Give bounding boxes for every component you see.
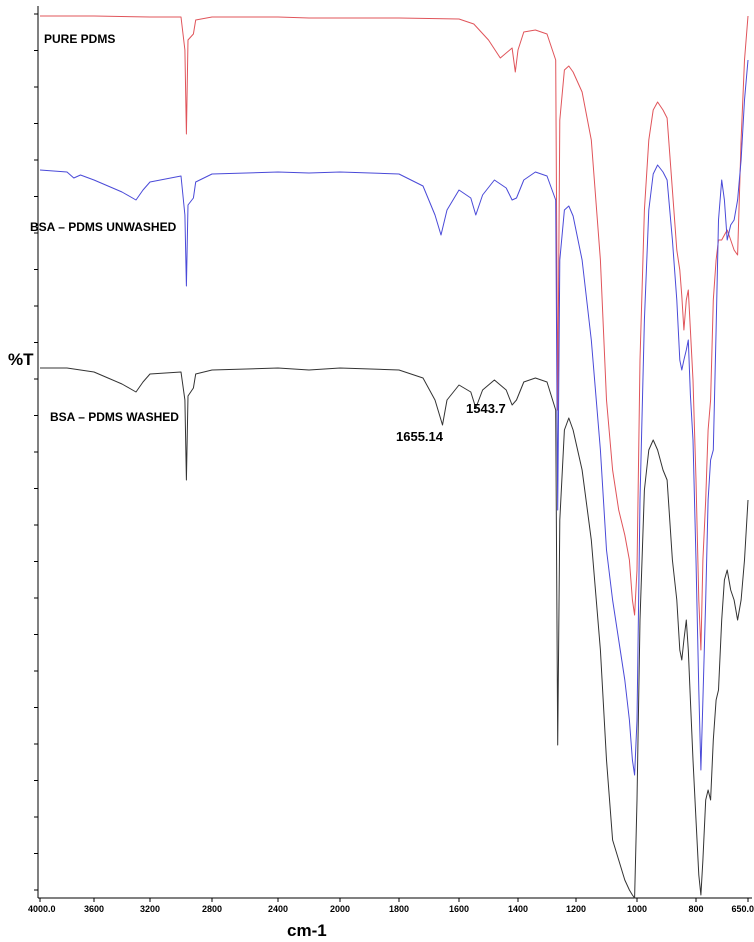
x-tick-label: 1800 xyxy=(389,904,409,914)
y-axis-ticks xyxy=(34,13,38,891)
y-axis-label: %T xyxy=(8,350,34,369)
x-tick-label: 800 xyxy=(688,904,703,914)
spectrum-line-pure-pdms xyxy=(40,15,749,651)
x-tick-label: 2800 xyxy=(202,904,222,914)
peak-annotation-1655: 1655.14 xyxy=(396,429,444,444)
x-axis-ticks: 4000.0 3600 3200 2800 2400 2000 1800 1600 1400 12… xyxy=(28,898,754,914)
x-tick-label: 1600 xyxy=(449,904,469,914)
x-tick-label: 3600 xyxy=(84,904,104,914)
series-label-bsa-pdms-unwashed: BSA – PDMS UNWASHED xyxy=(30,220,177,234)
spectrum-line-bsa-pdms-washed xyxy=(40,367,749,899)
spectrum-series-group xyxy=(39,15,749,899)
x-tick-label: 1400 xyxy=(508,904,528,914)
x-tick-label: 2400 xyxy=(268,904,288,914)
spectrum-line-bsa-pdms-unwashed xyxy=(39,59,749,776)
x-tick-label: 1200 xyxy=(566,904,586,914)
series-label-bsa-pdms-washed: BSA – PDMS WASHED xyxy=(50,410,179,424)
x-tick-label: 1000 xyxy=(627,904,647,914)
series-label-pure-pdms: PURE PDMS xyxy=(44,32,115,46)
x-tick-label: 4000.0 xyxy=(28,904,56,914)
x-axis-label: cm-1 xyxy=(287,921,327,940)
x-tick-label: 650.0 xyxy=(731,904,754,914)
x-tick-label: 3200 xyxy=(140,904,160,914)
peak-annotation-1543: 1543.7 xyxy=(466,401,506,416)
x-tick-label: 2000 xyxy=(330,904,350,914)
